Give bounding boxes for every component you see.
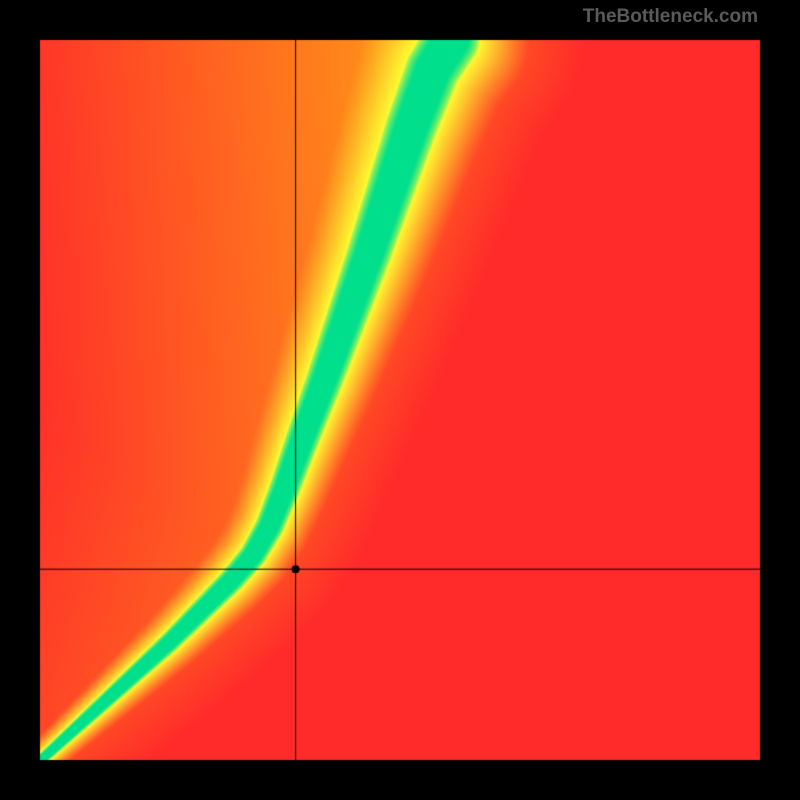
bottleneck-heatmap — [0, 0, 800, 800]
chart-container: TheBottleneck.com — [0, 0, 800, 800]
watermark-text: TheBottleneck.com — [583, 6, 758, 28]
